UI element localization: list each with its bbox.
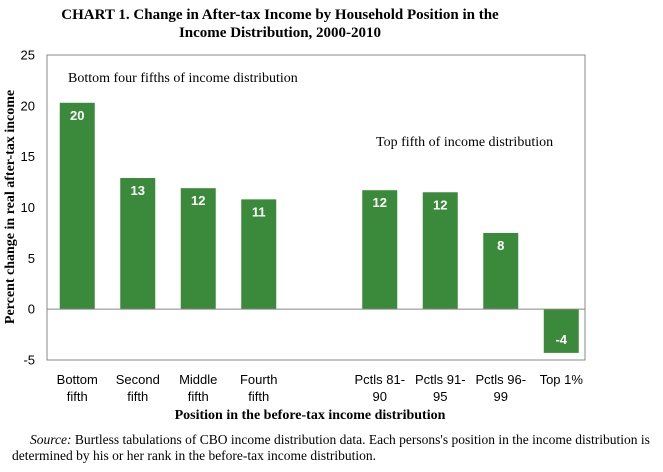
x-tick-label: Pctls 96- xyxy=(475,372,526,387)
annotation-top-group: Top fifth of income distribution xyxy=(376,135,553,150)
x-tick-label: Pctls 91- xyxy=(415,372,466,387)
x-tick-label: Middle xyxy=(179,372,217,387)
bar-value-label: 11 xyxy=(252,204,266,219)
y-tick-label: 25 xyxy=(21,48,35,63)
y-axis: -5 0 5 10 15 20 25 xyxy=(21,48,585,368)
source-note: Source: Burtless tabulations of CBO inco… xyxy=(12,432,657,464)
source-label: Source: xyxy=(30,432,72,447)
bar xyxy=(241,199,277,310)
x-tick-label: Top 1% xyxy=(540,372,584,387)
bar-value-label: 20 xyxy=(70,108,84,123)
y-tick-label: 0 xyxy=(28,302,35,317)
bar-value-label: 13 xyxy=(131,183,145,198)
source-text: Burtless tabulations of CBO income distr… xyxy=(12,432,650,463)
bars-group: 20 13 12 11 12 12 8 -4 xyxy=(59,102,579,353)
bar xyxy=(483,232,519,310)
y-axis-title: Percent change in real after-tax income xyxy=(3,90,18,324)
x-tick-label: fifth xyxy=(67,389,88,404)
y-tick-label: -5 xyxy=(23,353,35,368)
bar xyxy=(422,192,458,310)
x-tick-label: fifth xyxy=(127,389,148,404)
bar xyxy=(362,190,398,310)
chart-title-line-1: CHART 1. Change in After-tax Income by H… xyxy=(61,7,499,23)
bar-value-label: 12 xyxy=(373,195,387,210)
bar xyxy=(180,188,216,310)
y-tick-label: 15 xyxy=(21,149,35,164)
bar-value-label: -4 xyxy=(555,332,567,347)
annotation-bottom-group: Bottom four fifths of income distributio… xyxy=(68,71,298,86)
y-tick-label: 5 xyxy=(28,251,35,266)
bar-value-label: 12 xyxy=(191,193,205,208)
bar-value-label: 12 xyxy=(433,197,447,212)
y-tick-label: 20 xyxy=(21,98,35,113)
x-tick-label: Bottom xyxy=(57,372,98,387)
x-tick-label: 99 xyxy=(494,389,508,404)
bar-value-label: 8 xyxy=(497,238,504,253)
x-axis-labels: Bottom fifth Second fifth Middle fifth Fourth f… xyxy=(57,372,584,404)
plot-frame xyxy=(46,54,586,361)
y-tick-label: 10 xyxy=(21,200,35,215)
x-tick-label: fifth xyxy=(248,389,269,404)
x-tick-label: 90 xyxy=(373,389,387,404)
x-axis-title: Position in the before-tax income distri… xyxy=(175,408,446,423)
chart-title-line-2: Income Distribution, 2000-2010 xyxy=(179,25,381,41)
bar xyxy=(120,178,156,310)
x-tick-label: Fourth xyxy=(240,372,278,387)
x-tick-label: Pctls 81- xyxy=(354,372,405,387)
bar xyxy=(59,102,95,310)
x-tick-label: fifth xyxy=(188,389,209,404)
bar xyxy=(543,309,579,353)
x-tick-label: 95 xyxy=(433,389,447,404)
x-tick-label: Second xyxy=(116,372,160,387)
